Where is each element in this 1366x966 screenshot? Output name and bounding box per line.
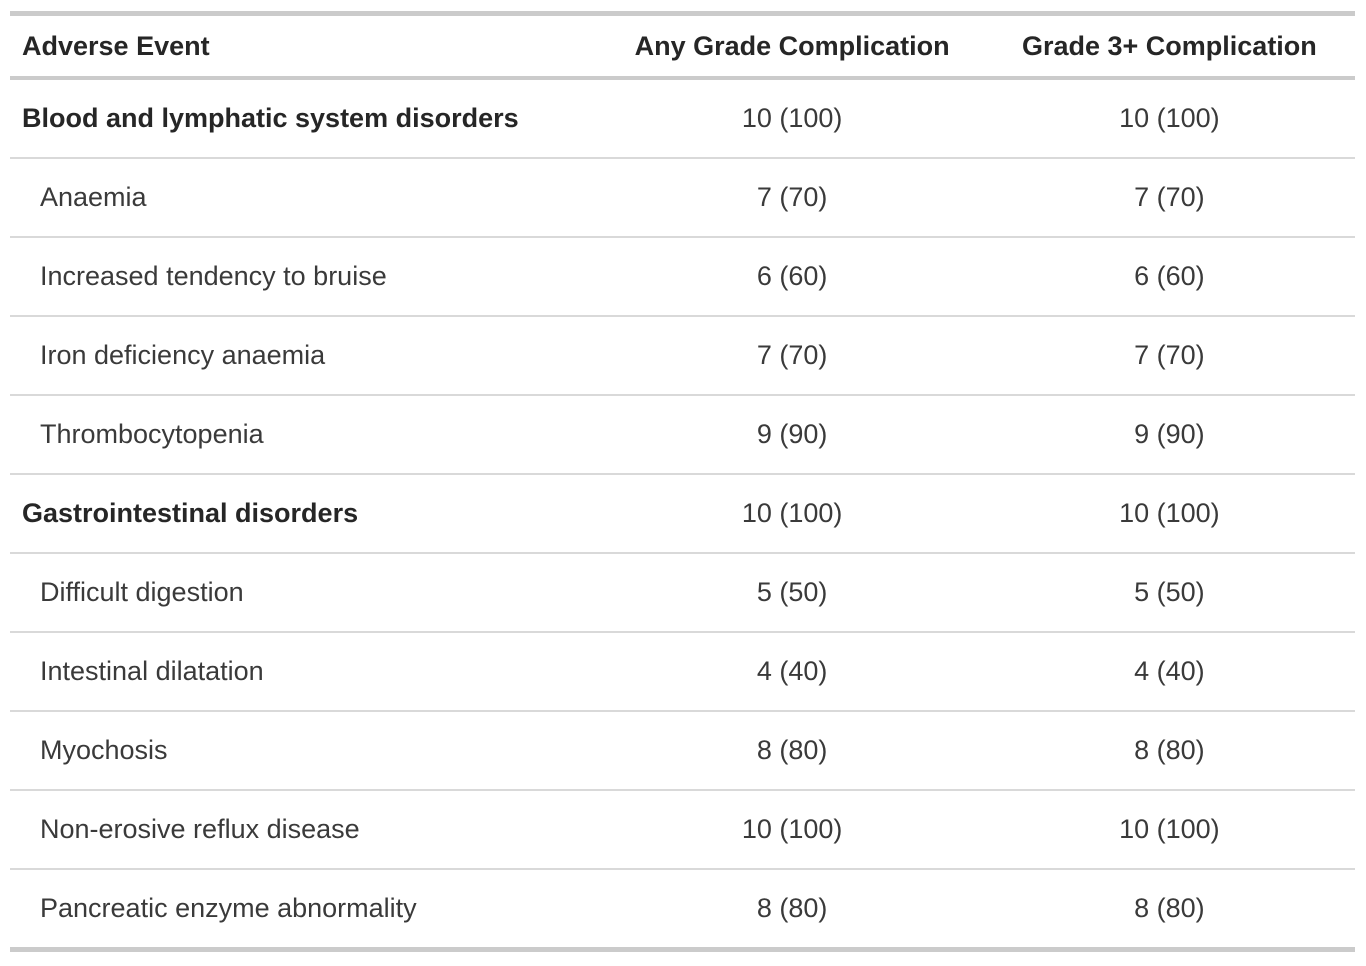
grade3plus-cell: 9 (90) [983,395,1355,475]
column-header-grade3plus: Grade 3+ Complication [983,13,1355,80]
any-grade-cell: 6 (60) [600,237,984,317]
table-body: Blood and lymphatic system disorders 10 … [10,78,1355,950]
table-row: Pancreatic enzyme abnormality 8 (80) 8 (… [10,869,1355,950]
event-cell: Non-erosive reflux disease [10,790,601,870]
table-header: Adverse Event Any Grade Complication Gra… [10,13,1355,80]
table-row: Anaemia 7 (70) 7 (70) [10,158,1355,238]
table-row: Increased tendency to bruise 6 (60) 6 (6… [10,237,1355,317]
grade3plus-cell: 5 (50) [983,553,1355,633]
column-header-adverse-event: Adverse Event [10,13,601,80]
event-cell: Intestinal dilatation [10,632,601,712]
table-row: Myochosis 8 (80) 8 (80) [10,711,1355,791]
table-row-category: Blood and lymphatic system disorders 10 … [10,78,1355,159]
event-cell: Difficult digestion [10,553,601,633]
grade3plus-cell: 10 (100) [983,78,1355,159]
event-cell: Gastrointestinal disorders [10,474,601,554]
event-cell: Iron deficiency anaemia [10,316,601,396]
table-row: Intestinal dilatation 4 (40) 4 (40) [10,632,1355,712]
grade3plus-cell: 8 (80) [1134,893,1205,923]
grade3plus-cell: 4 (40) [983,632,1355,712]
any-grade-cell: 5 (50) [600,553,984,633]
header-row: Adverse Event Any Grade Complication Gra… [10,13,1355,80]
table-row: Difficult digestion 5 (50) 5 (50) [10,553,1355,633]
event-cell: Anaemia [10,158,601,238]
event-cell: Increased tendency to bruise [10,237,601,317]
grade3plus-cell: 7 (70) [983,158,1355,238]
any-grade-cell: 9 (90) [600,395,984,475]
grade3plus-cell: 10 (100) [983,790,1355,870]
table-row: Iron deficiency anaemia 7 (70) 7 (70) [10,316,1355,396]
any-grade-cell: 10 (100) [600,474,984,554]
any-grade-cell: 7 (70) [600,158,984,238]
table-row-category: Gastrointestinal disorders 10 (100) 10 (… [10,474,1355,554]
column-header-any-grade: Any Grade Complication [600,13,984,80]
grade3plus-cell: 6 (60) [983,237,1355,317]
event-cell: Myochosis [10,711,601,791]
table-row: Thrombocytopenia 9 (90) 9 (90) [10,395,1355,475]
any-grade-cell: 4 (40) [600,632,984,712]
any-grade-cell: 8 (80) [600,711,984,791]
event-cell: Pancreatic enzyme abnormality [40,893,417,923]
any-grade-cell: 10 (100) [600,790,984,870]
grade3plus-cell: 8 (80) [983,711,1355,791]
any-grade-cell: 10 (100) [600,78,984,159]
grade3plus-cell: 10 (100) [983,474,1355,554]
grade3plus-cell: 7 (70) [983,316,1355,396]
any-grade-cell: 8 (80) [756,893,828,923]
adverse-events-table: Adverse Event Any Grade Complication Gra… [10,11,1355,952]
event-cell: Blood and lymphatic system disorders [10,78,601,159]
event-cell: Thrombocytopenia [10,395,601,475]
table-row: Non-erosive reflux disease 10 (100) 10 (… [10,790,1355,870]
any-grade-cell: 7 (70) [600,316,984,396]
